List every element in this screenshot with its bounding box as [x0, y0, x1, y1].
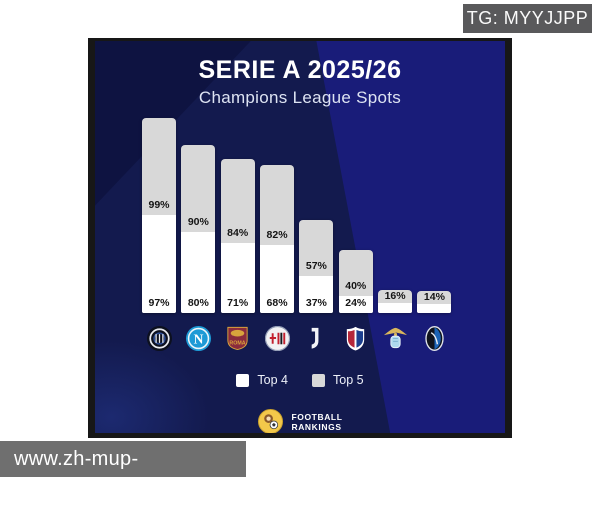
bar-top4-segment-milan	[260, 245, 295, 313]
top4-value-label-inter: 97%	[148, 297, 170, 309]
svg-text:N: N	[193, 331, 203, 346]
legend-swatch-icon	[312, 373, 325, 387]
bar-top4-segment-napoli	[181, 232, 216, 313]
bar-top4-segment-inter	[142, 215, 176, 313]
bar-top4-segment-juventus	[299, 276, 334, 313]
brand-footer: FOOTBALL RANKINGS	[95, 408, 505, 433]
page-title: SERIE A 2025/26	[198, 56, 402, 84]
poster-background: SERIE A 2025/26 Champions League Spots 9…	[95, 41, 505, 433]
svg-text:ROMA: ROMA	[230, 340, 246, 346]
atalanta-badge-icon	[421, 325, 448, 352]
bar-juventus: 57% 37%	[299, 220, 334, 313]
bar-bologna: 40% 24%	[338, 250, 373, 313]
brand-line2: RANKINGS	[291, 421, 342, 432]
top5-value-label-bologna: 40%	[345, 280, 367, 292]
bar-lazio: 16%	[378, 290, 413, 313]
page-background: SERIE A 2025/26 Champions League Spots 9…	[0, 4, 592, 506]
poster: SERIE A 2025/26 Champions League Spots 9…	[88, 38, 512, 438]
bar-milan: 82% 68%	[260, 165, 295, 313]
top4-value-label-napoli: 80%	[187, 297, 209, 309]
legend-swatch-icon	[236, 373, 250, 387]
top5-value-label-inter: 99%	[148, 199, 170, 211]
top4-value-label-roma: 71%	[227, 297, 249, 309]
bar-top4-segment-atalanta	[417, 304, 452, 313]
brand-text: FOOTBALL RANKINGS	[291, 412, 342, 432]
legend-label: Top 5	[333, 373, 364, 387]
watermark-website-url: www.zh-mup-pggames.com	[0, 441, 246, 506]
top5-value-label-milan: 82%	[266, 229, 288, 241]
top5-value-label-napoli: 90%	[187, 216, 209, 228]
bar-roma: 84% 71%	[220, 159, 255, 313]
brand-line1: FOOTBALL	[291, 411, 343, 422]
inter-badge-icon	[146, 325, 173, 352]
legend-item-top-5: Top 5	[312, 373, 364, 387]
top4-value-label-juventus: 37%	[305, 297, 327, 309]
bar-top4-segment-roma	[220, 243, 255, 313]
top4-value-label-milan: 68%	[266, 297, 288, 309]
bar-atalanta: 14%	[417, 291, 452, 313]
cl-spots-chart: 99% 97% 90% 80% N 84% 71% ROMA 82% 68% 57% 37% 40% 24…	[95, 41, 505, 433]
bar-top4-segment-lazio	[378, 303, 413, 313]
top5-value-label-juventus: 57%	[305, 260, 327, 272]
legend-label: Top 4	[257, 373, 288, 387]
bar-top4-segment-bologna	[338, 296, 373, 313]
top5-value-label-lazio: 16%	[384, 290, 406, 302]
watermark-telegram-handle: TG: MYYJJPP	[463, 4, 592, 33]
page-subtitle: Champions League Spots	[198, 88, 402, 107]
top4-value-label-bologna: 24%	[345, 297, 367, 309]
football-rankings-logo-icon	[257, 408, 284, 433]
top5-value-label-roma: 84%	[227, 227, 249, 239]
bar-napoli: 90% 80%	[181, 145, 216, 313]
bar-inter: 99% 97%	[142, 118, 176, 313]
lazio-badge-icon	[382, 325, 409, 352]
chart-legend: Top 4 Top 5	[95, 373, 505, 387]
bologna-badge-icon	[342, 325, 369, 352]
top5-value-label-atalanta: 14%	[423, 291, 445, 303]
legend-item-top-4: Top 4	[236, 373, 288, 387]
milan-badge-icon	[264, 325, 291, 352]
roma-badge-icon: ROMA	[224, 325, 251, 352]
juventus-badge-icon	[303, 325, 330, 352]
napoli-badge-icon: N	[185, 325, 212, 352]
